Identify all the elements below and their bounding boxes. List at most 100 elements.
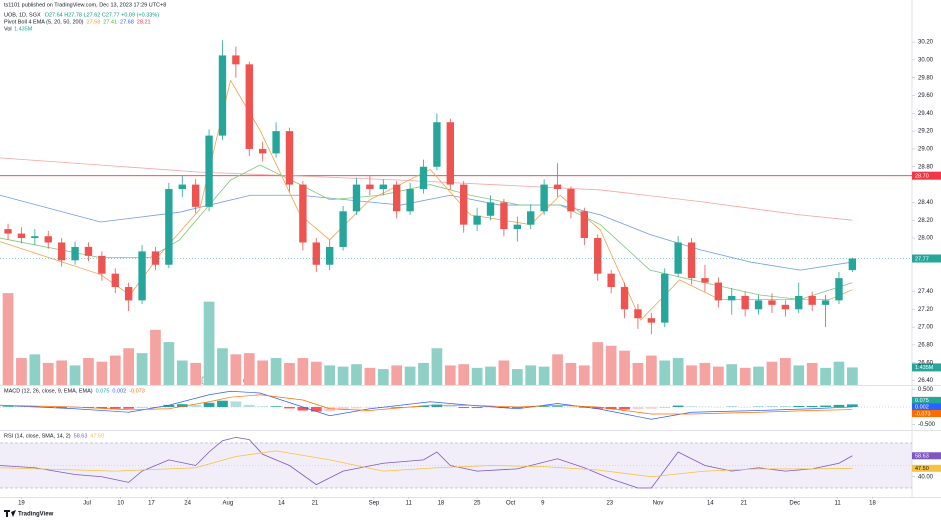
volume-bar [377, 369, 389, 385]
candle-body [647, 318, 656, 323]
value-marker-label: 0.075 [915, 398, 929, 404]
histogram-bar [243, 404, 255, 407]
volume-bar [176, 360, 188, 385]
volume-bar [578, 365, 590, 385]
value-marker-label: 47.50 [915, 466, 929, 472]
y-tick-label: -0.500 [918, 422, 936, 428]
volume-bar [525, 365, 537, 385]
histogram-bar [793, 405, 805, 407]
ma-line [0, 164, 853, 300]
volume-bar [444, 365, 456, 385]
x-tick-label: 19 [18, 501, 25, 507]
candle-body [366, 184, 374, 190]
candle-body [835, 278, 843, 301]
volume-bar [619, 350, 630, 385]
x-tick-label: 14 [278, 501, 285, 507]
volume-bar [726, 364, 738, 385]
volume-bar [270, 358, 282, 385]
histogram-bar [176, 404, 188, 407]
indicator-value: 27.41 [103, 19, 117, 25]
y-tick-label: 28.00 [918, 236, 934, 242]
candle-body [285, 131, 294, 185]
pane-value: 58.63 [74, 433, 88, 439]
x-tick-label: Nov [653, 501, 664, 507]
histogram-bar [431, 404, 443, 407]
volume-bar [391, 365, 403, 385]
candle-body [31, 236, 39, 239]
y-tick-label: 26.40 [918, 378, 934, 384]
ma-line [0, 194, 853, 271]
y-tick-label: 29.40 [918, 111, 934, 117]
pane-value: 0.075 [96, 388, 110, 394]
candle-body [258, 148, 267, 154]
ma-line [0, 79, 853, 321]
candle-body [674, 242, 682, 274]
candle-body [446, 122, 454, 185]
candle-body [728, 295, 736, 301]
histogram-bar [672, 405, 684, 407]
histogram-bar [310, 407, 322, 412]
histogram-bar [592, 407, 604, 409]
volume-bar [686, 365, 697, 385]
header: ts1101 published on TradingView.com, Dec… [4, 2, 166, 32]
y-tick-label: 29.00 [918, 147, 934, 153]
volume-value: 1.435M [14, 26, 33, 32]
histogram-bar [270, 406, 282, 407]
candle-body [419, 166, 428, 190]
volume-bar [136, 353, 148, 385]
candle-body [57, 242, 66, 261]
candle-body [84, 246, 93, 256]
volume-bar [284, 362, 295, 385]
indicator-value: 27.58 [87, 19, 101, 25]
volume-marker-label: 1.435M [915, 365, 934, 371]
volume-bar [404, 366, 416, 385]
candle-body [821, 300, 830, 305]
volume-bar [243, 353, 255, 385]
candle-body [661, 273, 669, 323]
volume-bar [69, 365, 81, 385]
histogram-bar [632, 407, 644, 410]
volume-bar [820, 367, 831, 385]
candle-body [567, 189, 575, 212]
candle-body [406, 189, 414, 212]
x-tick-label: 11 [406, 501, 413, 507]
logo-text: TradingView [18, 512, 54, 518]
histogram-bar [203, 402, 215, 407]
candle-body [768, 300, 776, 305]
volume-title: Vol [4, 26, 12, 32]
value-marker [912, 403, 941, 411]
candle-body [527, 211, 535, 225]
candle-body [754, 300, 763, 310]
histogram-bar [645, 407, 657, 409]
candle-body [138, 251, 146, 301]
volume-bar [56, 360, 68, 385]
volume-bar [203, 301, 215, 385]
volume-bar [565, 362, 577, 385]
x-tick-label: 17 [148, 501, 155, 507]
volume-bar [364, 367, 376, 385]
histogram-bar [123, 407, 135, 409]
symbol: UOB, 1D, SGX [4, 12, 41, 18]
pane-value: -0.073 [129, 388, 145, 394]
x-tick-label: 18 [869, 501, 876, 507]
volume-bar [806, 362, 818, 385]
ma-line [0, 157, 853, 221]
macd-line [0, 394, 853, 415]
histogram-bar [686, 406, 697, 407]
x-tick-label: 25 [474, 501, 481, 507]
volume-bar [833, 361, 845, 385]
candle-body [205, 135, 213, 207]
volume-bar [109, 355, 121, 385]
candle-body [44, 236, 52, 243]
pane-title: RSI (14, close, SMA, 14, 2) [4, 433, 71, 439]
candle-body [781, 304, 790, 310]
candle-body [540, 184, 548, 212]
histogram-bar [444, 406, 456, 407]
volume-bar [42, 362, 54, 385]
candle-body [808, 295, 816, 305]
x-tick-label: 21 [740, 501, 747, 507]
volume-bar [793, 365, 805, 385]
value-marker [912, 452, 941, 460]
candle-body [326, 246, 334, 265]
value-marker-label: -0.073 [915, 411, 931, 417]
